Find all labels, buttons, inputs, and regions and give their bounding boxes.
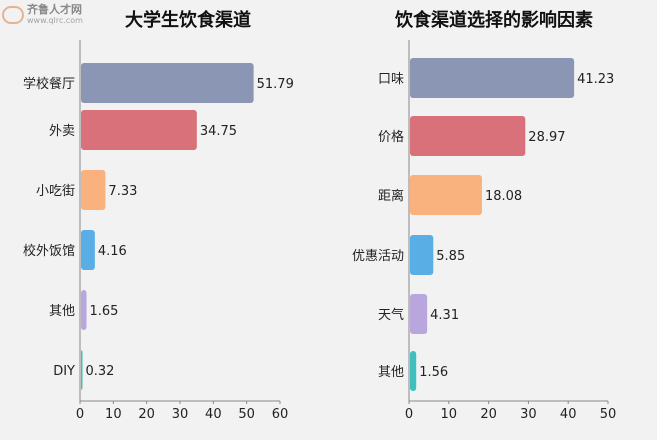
bar xyxy=(410,116,526,156)
data-label: 7.33 xyxy=(108,184,137,199)
category-label: 学校餐厅 xyxy=(23,76,75,92)
chart-title: 饮食渠道选择的影响因素 xyxy=(394,9,593,31)
x-tick-label: 0 xyxy=(76,407,84,422)
category-label: 其他 xyxy=(49,304,75,319)
category-label: 优惠活动 xyxy=(352,249,404,264)
data-label: 1.56 xyxy=(419,365,448,380)
x-tick-label: 40 xyxy=(560,407,577,422)
category-label: 外卖 xyxy=(49,124,75,139)
bar xyxy=(81,230,95,270)
data-label: 41.23 xyxy=(577,72,614,87)
data-label: 4.31 xyxy=(430,308,459,323)
category-label: 口味 xyxy=(378,72,404,87)
data-label: 1.65 xyxy=(90,304,119,319)
category-label: DIY xyxy=(53,364,75,379)
x-tick-label: 50 xyxy=(238,407,255,422)
category-label: 小吃街 xyxy=(36,183,75,199)
x-tick-label: 40 xyxy=(205,407,222,422)
data-label: 28.97 xyxy=(528,130,565,145)
category-label: 价格 xyxy=(378,129,404,145)
bar xyxy=(81,63,254,103)
watermark-url: www.qlrc.com xyxy=(27,16,83,25)
x-tick-label: 30 xyxy=(172,407,189,422)
bar xyxy=(81,170,106,210)
category-label: 天气 xyxy=(378,307,404,323)
category-label: 校外饭馆 xyxy=(23,243,75,259)
bar xyxy=(410,294,428,334)
x-tick-label: 0 xyxy=(405,407,413,422)
data-label: 4.16 xyxy=(98,244,127,259)
data-label: 5.85 xyxy=(436,249,465,264)
category-label: 距离 xyxy=(378,188,404,204)
x-tick-label: 10 xyxy=(441,407,458,422)
frog-logo-icon xyxy=(2,5,24,24)
x-tick-label: 60 xyxy=(272,407,289,422)
chart-title: 大学生饮食渠道 xyxy=(125,9,251,31)
data-label: 51.79 xyxy=(257,77,294,92)
watermark-logo: 齐鲁人才网 www.qlrc.com xyxy=(2,4,83,25)
data-label: 18.08 xyxy=(485,189,522,204)
bar xyxy=(81,110,197,150)
bar xyxy=(81,290,87,330)
bar xyxy=(81,350,83,390)
bar xyxy=(410,58,575,98)
bar xyxy=(410,235,434,275)
bar xyxy=(410,351,417,391)
bar xyxy=(410,175,482,215)
x-tick-label: 20 xyxy=(480,407,497,422)
data-label: 0.32 xyxy=(86,364,115,379)
x-tick-label: 10 xyxy=(105,407,122,422)
x-tick-label: 30 xyxy=(520,407,537,422)
category-label: 其他 xyxy=(378,365,404,380)
x-tick-label: 50 xyxy=(600,407,617,422)
watermark-name: 齐鲁人才网 xyxy=(27,3,82,16)
data-label: 34.75 xyxy=(200,124,237,139)
x-tick-label: 20 xyxy=(138,407,155,422)
